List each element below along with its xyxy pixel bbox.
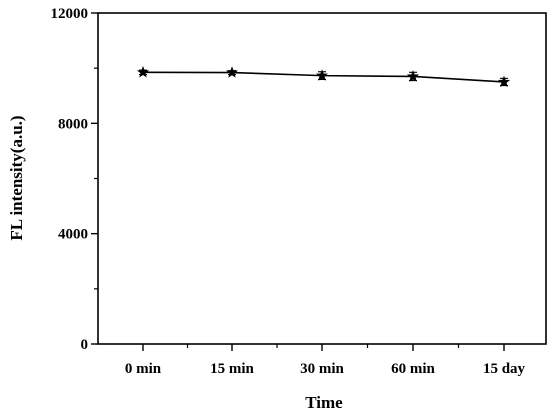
x-axis-title: Time	[305, 393, 343, 412]
y-tick-label: 4000	[58, 227, 88, 243]
x-tick-label: 15 min	[210, 361, 254, 377]
plot-border	[98, 13, 546, 344]
x-tick-label: 0 min	[125, 361, 162, 377]
plot-series	[138, 67, 509, 87]
y-tick-label: 8000	[58, 116, 88, 132]
y-tick-label: 12000	[51, 6, 89, 22]
y-axis-title: FL intensity(a.u.)	[7, 115, 26, 240]
y-axis: 0 4000 8000 12000	[51, 6, 99, 353]
x-tick-label: 15 day	[483, 361, 526, 377]
data-point-star	[227, 67, 237, 77]
x-axis: 0 min 15 min 30 min 60 min 15 day	[125, 344, 526, 377]
x-tick-label: 30 min	[300, 361, 344, 377]
data-point-star	[138, 67, 148, 77]
y-tick-label: 0	[81, 337, 89, 353]
plot-frame	[98, 13, 546, 344]
x-tick-label: 60 min	[391, 361, 435, 377]
